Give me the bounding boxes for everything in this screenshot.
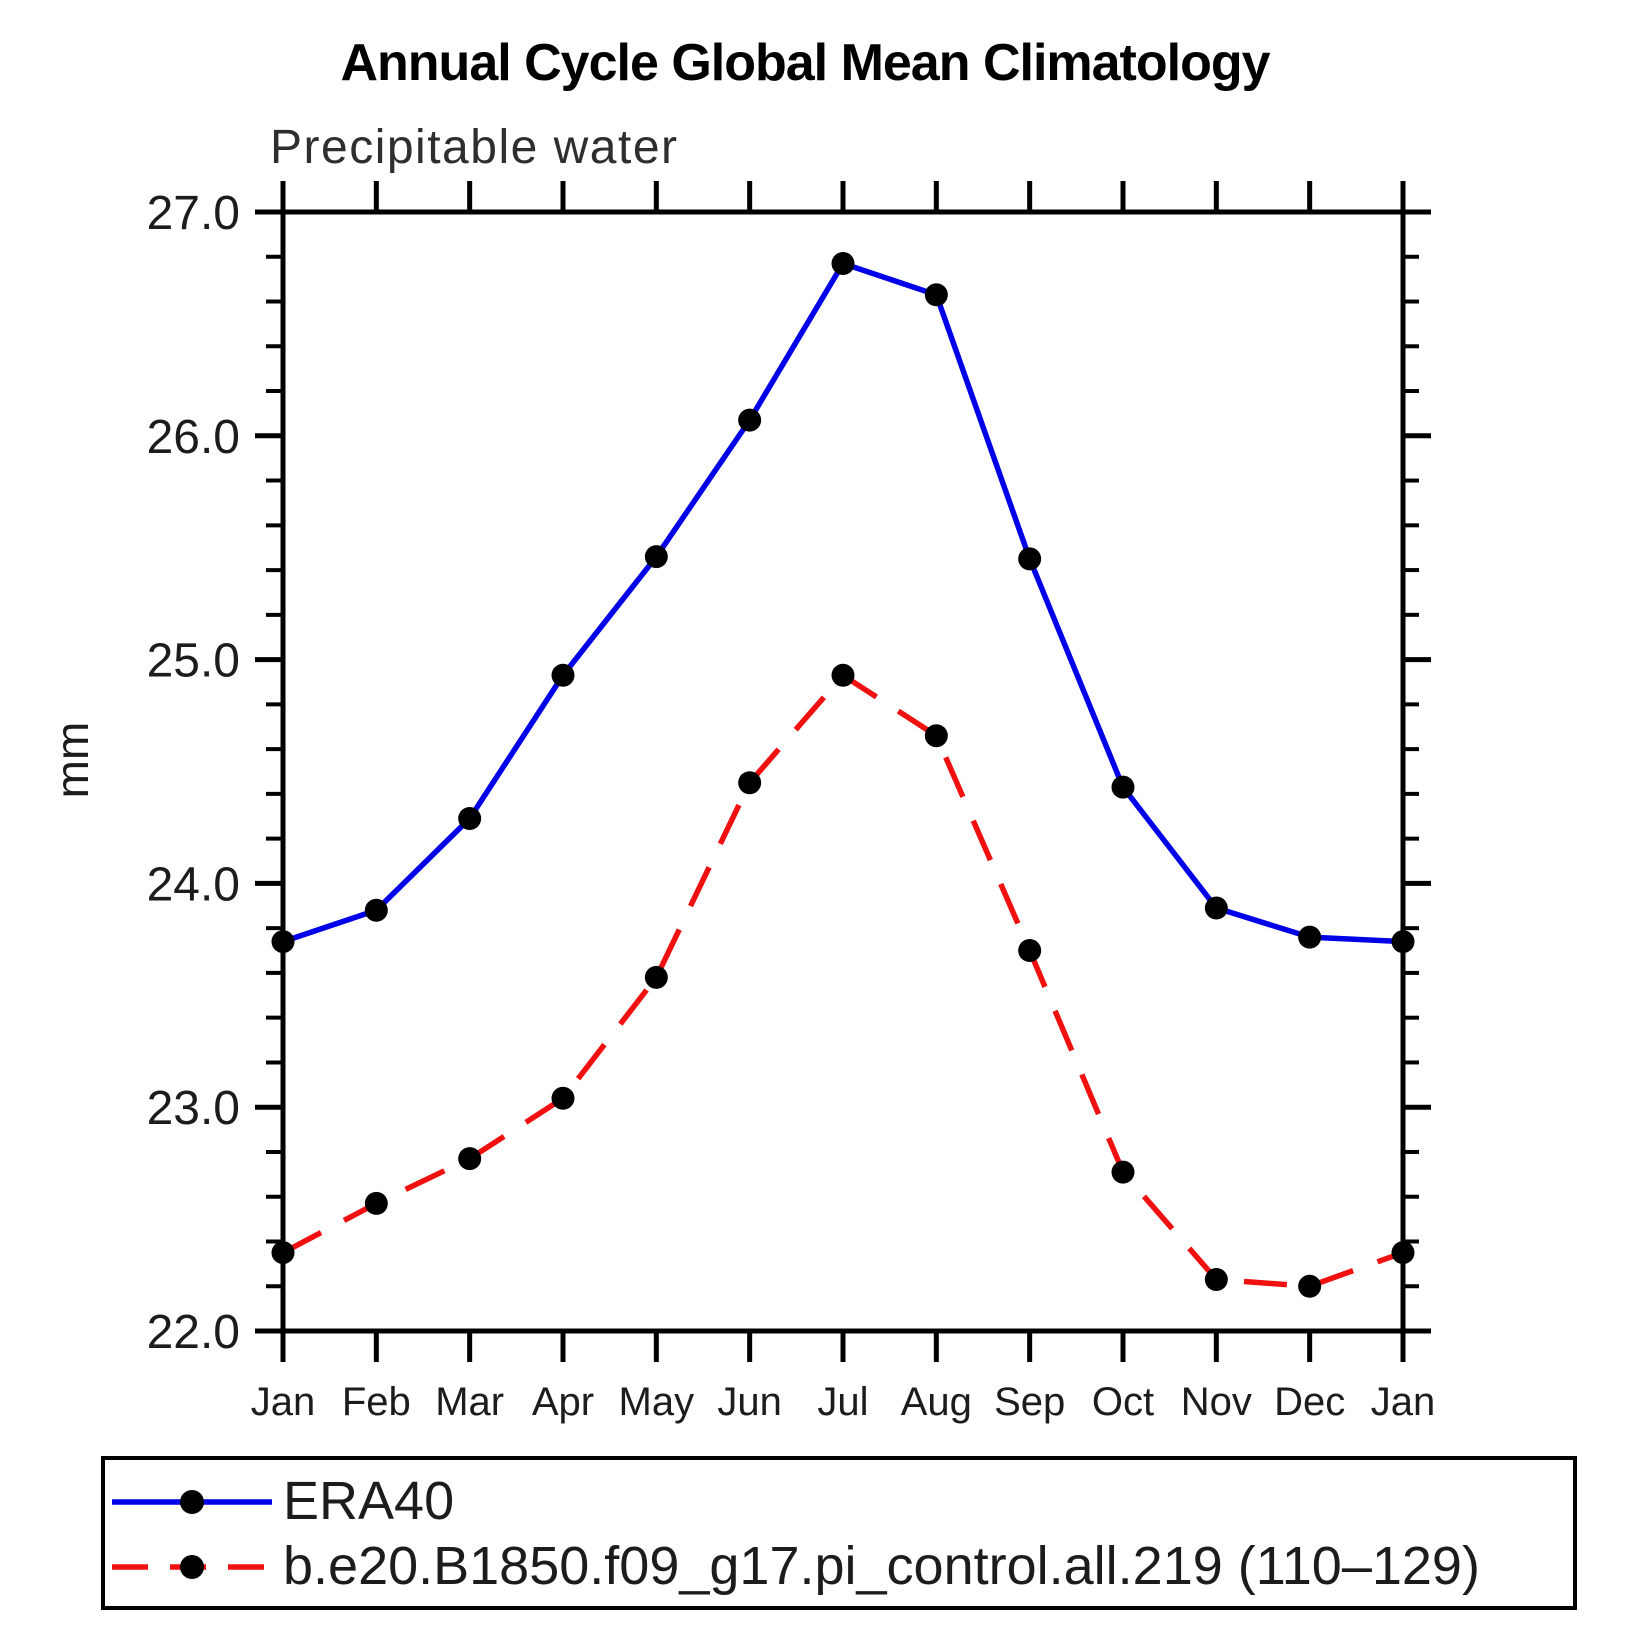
series-line-0 xyxy=(282,260,1404,945)
data-point-0 xyxy=(738,408,762,432)
x-tick-label: Jan xyxy=(251,1380,316,1424)
data-point-0 xyxy=(364,898,388,922)
data-point-0 xyxy=(1391,930,1415,954)
legend-marker-0 xyxy=(180,1490,204,1514)
data-point-1 xyxy=(458,1147,482,1171)
legend-label-1: b.e20.B1850.f09_g17.pi_control.all.219 (… xyxy=(283,1536,1480,1596)
data-point-1 xyxy=(924,724,948,748)
y-tick-label: 23.0 xyxy=(147,1082,240,1135)
x-tick-label: Dec xyxy=(1274,1380,1345,1424)
data-point-0 xyxy=(458,806,482,830)
x-tick-label: Jan xyxy=(1371,1380,1436,1424)
data-point-1 xyxy=(271,1241,295,1265)
data-point-0 xyxy=(644,545,668,569)
data-point-0 xyxy=(1298,925,1322,949)
data-point-1 xyxy=(1204,1268,1228,1292)
data-point-0 xyxy=(1018,547,1042,571)
data-point-0 xyxy=(831,251,855,275)
y-tick-label: 25.0 xyxy=(147,635,240,688)
x-tick-label: Oct xyxy=(1092,1380,1154,1424)
data-point-1 xyxy=(1018,939,1042,963)
y-axis-label: mm xyxy=(46,722,98,799)
x-tick-label: Nov xyxy=(1181,1380,1252,1424)
legend-marker-1 xyxy=(180,1555,204,1579)
x-tick-label: Aug xyxy=(901,1380,972,1424)
x-tick-label: Feb xyxy=(342,1380,411,1424)
data-point-0 xyxy=(1111,775,1135,799)
y-tick-label: 27.0 xyxy=(147,187,240,240)
data-point-1 xyxy=(364,1191,388,1215)
x-tick-label: Jun xyxy=(717,1380,782,1424)
legend-box xyxy=(101,1456,1577,1610)
data-point-0 xyxy=(271,930,295,954)
y-tick-label: 22.0 xyxy=(147,1306,240,1359)
data-point-1 xyxy=(831,663,855,687)
data-point-1 xyxy=(1111,1160,1135,1184)
data-point-1 xyxy=(738,771,762,795)
x-tick-label: Mar xyxy=(435,1380,504,1424)
series-line-1 xyxy=(281,672,1404,1289)
data-point-1 xyxy=(551,1086,575,1110)
legend-label-0: ERA40 xyxy=(283,1471,454,1531)
x-tick-label: May xyxy=(619,1380,695,1424)
data-point-1 xyxy=(1391,1241,1415,1265)
x-tick-label: Apr xyxy=(532,1380,594,1424)
data-point-0 xyxy=(1204,896,1228,920)
data-point-0 xyxy=(924,283,948,307)
x-tick-label: Jul xyxy=(817,1380,868,1424)
x-tick-label: Sep xyxy=(994,1380,1065,1424)
data-point-1 xyxy=(644,965,668,989)
chart-title: Annual Cycle Global Mean Climatology xyxy=(340,34,1270,92)
data-point-1 xyxy=(1298,1274,1322,1298)
y-tick-label: 24.0 xyxy=(147,858,240,911)
y-tick-label: 26.0 xyxy=(147,411,240,464)
data-point-0 xyxy=(551,663,575,687)
plot-frame xyxy=(280,209,1406,1334)
chart-subtitle: Precipitable water xyxy=(270,121,679,174)
